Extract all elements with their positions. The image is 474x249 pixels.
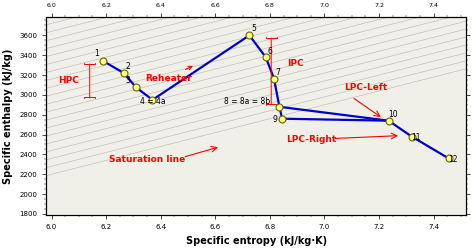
Text: 2: 2 xyxy=(126,62,130,71)
Text: 7: 7 xyxy=(275,68,281,77)
Text: 11: 11 xyxy=(411,133,420,142)
Text: 10: 10 xyxy=(388,110,398,119)
Text: IPC: IPC xyxy=(288,59,304,68)
Text: 12: 12 xyxy=(448,155,457,164)
Text: 4 = 4a: 4 = 4a xyxy=(140,97,165,106)
Text: 3: 3 xyxy=(126,76,130,85)
Text: Saturation line: Saturation line xyxy=(109,155,185,164)
Text: 9: 9 xyxy=(273,115,278,124)
Y-axis label: Specific enthalpy (kJ/kg): Specific enthalpy (kJ/kg) xyxy=(3,49,13,184)
Text: 1: 1 xyxy=(94,49,99,58)
Text: HPC: HPC xyxy=(58,76,79,85)
Text: 6: 6 xyxy=(267,47,272,56)
Text: LPC-Right: LPC-Right xyxy=(286,134,336,143)
Text: Reheater: Reheater xyxy=(145,66,192,82)
Text: 8 = 8a = 8b: 8 = 8a = 8b xyxy=(224,97,270,106)
X-axis label: Specific entropy (kJ/kg·K): Specific entropy (kJ/kg·K) xyxy=(186,236,327,246)
Text: LPC-Left: LPC-Left xyxy=(344,83,387,92)
Text: 5: 5 xyxy=(251,24,256,33)
